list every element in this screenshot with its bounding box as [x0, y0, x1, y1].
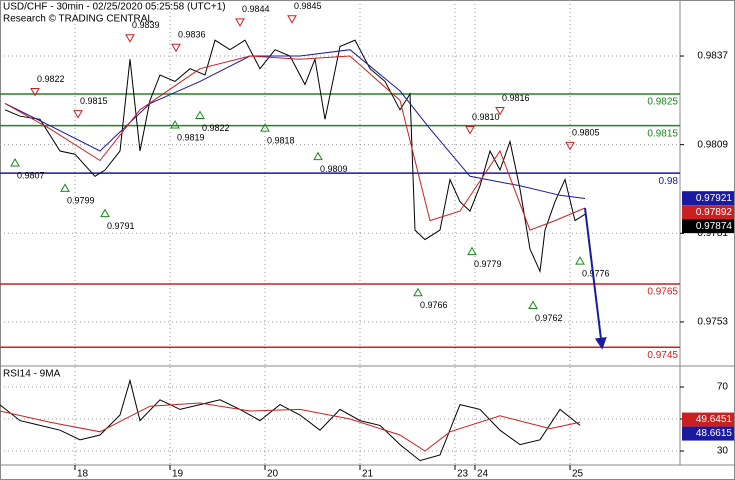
value-tag	[682, 412, 734, 427]
level-label: 0.9765	[647, 287, 678, 298]
pivot-label: 0.9762	[535, 313, 563, 323]
y-tick-label: 0.9753	[697, 317, 728, 328]
pivot-marker	[170, 120, 180, 129]
pivot-label: 0.9791	[107, 221, 135, 231]
pivot-marker	[467, 246, 477, 256]
series-line	[4, 39, 586, 274]
value-tag-label: 0.97892	[696, 207, 733, 218]
series-line	[4, 49, 586, 199]
pivot-label: 0.9809	[320, 164, 348, 174]
level-label: 0.98	[659, 176, 679, 187]
pivot-marker	[495, 107, 505, 116]
chart-subtitle: Research © TRADING CENTRAL	[3, 14, 153, 25]
rsi-title: RSI14 - 9MA	[3, 369, 61, 380]
pivot-label: 0.9766	[420, 300, 448, 310]
y-tick-label: 0.9809	[697, 139, 728, 150]
value-tag-label: 0.97921	[696, 193, 733, 204]
pivot-label: 0.9845	[294, 1, 322, 11]
pivot-label: 0.9776	[582, 269, 610, 279]
y-tick-label: 30	[717, 446, 729, 457]
value-tag-label: 49.6451	[696, 414, 733, 425]
pivot-marker	[465, 126, 475, 135]
pivot-label: 0.9839	[132, 20, 160, 30]
pivot-label: 0.9807	[17, 170, 45, 180]
pivot-marker	[260, 123, 270, 132]
pivot-marker	[10, 157, 20, 167]
level-label: 0.9745	[647, 350, 678, 361]
x-tick-label: 19	[172, 469, 184, 480]
series-line	[0, 378, 581, 462]
pivot-marker	[565, 141, 575, 151]
x-tick-label: 20	[267, 469, 279, 480]
pivot-label: 0.9805	[572, 128, 600, 138]
y-tick-label: 0.9837	[697, 51, 728, 62]
pivot-marker	[195, 110, 205, 120]
pivot-marker	[60, 183, 70, 192]
series-line	[4, 55, 586, 231]
pivot-marker	[287, 15, 297, 24]
x-tick-label: 25	[572, 469, 584, 480]
pivot-label: 0.9819	[177, 132, 205, 142]
x-tick-label: 18	[77, 469, 89, 480]
pivot-label: 0.9816	[502, 93, 530, 103]
pivot-label: 0.9779	[474, 259, 502, 269]
y-tick-label: 0.9781	[697, 228, 728, 239]
value-tag	[682, 191, 734, 206]
pivot-marker	[171, 43, 181, 53]
value-tag	[682, 219, 734, 234]
value-tag	[682, 205, 734, 220]
x-tick-label: 23	[457, 469, 469, 480]
pivot-marker	[73, 110, 83, 119]
pivot-label: 0.9815	[80, 96, 108, 106]
pivot-label: 0.9799	[67, 196, 95, 206]
pivot-marker	[313, 151, 323, 161]
pivot-marker	[528, 300, 538, 309]
forecast-arrow	[584, 207, 607, 350]
value-tag-label: 0.97874	[696, 221, 733, 232]
pivot-label: 0.9810	[472, 112, 500, 122]
series-line	[0, 402, 581, 452]
x-tick-label: 21	[362, 469, 374, 480]
pivot-marker	[30, 88, 40, 97]
value-tag-label: 48.6615	[696, 428, 733, 439]
pivot-label: 0.9818	[267, 136, 295, 146]
pivot-label: 0.9822	[37, 74, 65, 84]
level-label: 0.9815	[647, 128, 678, 139]
pivot-marker	[235, 18, 245, 27]
x-tick-label: 24	[477, 469, 489, 480]
pivot-marker	[413, 287, 423, 297]
level-label: 0.9825	[647, 97, 678, 108]
pivot-label: 0.9844	[242, 4, 270, 14]
value-tag	[682, 426, 734, 441]
pivot-marker	[575, 256, 585, 265]
y-tick-label: 70	[717, 382, 729, 393]
pivot-marker	[125, 34, 135, 43]
pivot-label: 0.9822	[202, 123, 230, 133]
pivot-marker	[100, 208, 110, 218]
pivot-label: 0.9836	[178, 30, 206, 40]
chart-title: USD/CHF - 30min - 02/25/2020 05:25:58 (U…	[3, 2, 226, 13]
